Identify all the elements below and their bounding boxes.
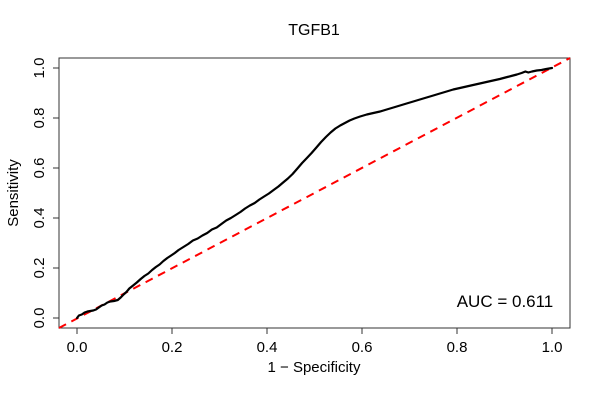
y-tick-label: 0.4 xyxy=(31,208,48,229)
x-tick-label: 0.6 xyxy=(352,339,373,356)
x-axis-label: 1 − Specificity xyxy=(268,359,361,376)
auc-annotation: AUC = 0.611 xyxy=(457,292,554,311)
roc-curve xyxy=(75,66,554,320)
y-tick-label: 0.6 xyxy=(31,158,48,179)
y-axis-ticks: 0.0 0.2 0.4 0.6 0.8 1.0 xyxy=(31,58,59,329)
x-tick-label: 0.8 xyxy=(447,339,468,356)
x-tick-label: 0.2 xyxy=(162,339,183,356)
x-axis-ticks: 0.0 0.2 0.4 0.6 0.8 1.0 xyxy=(67,328,563,356)
plot-title: TGFB1 xyxy=(288,22,340,39)
x-tick-label: 1.0 xyxy=(542,339,563,356)
y-tick-label: 0.8 xyxy=(31,108,48,129)
y-tick-label: 0.0 xyxy=(31,308,48,329)
plot-area-border xyxy=(58,57,571,329)
chance-diagonal-line xyxy=(58,57,571,329)
y-tick-label: 1.0 xyxy=(31,58,48,79)
x-tick-label: 0.0 xyxy=(67,339,88,356)
y-axis-label: Sensitivity xyxy=(5,159,22,227)
x-tick-label: 0.4 xyxy=(257,339,278,356)
y-tick-label: 0.2 xyxy=(31,258,48,279)
